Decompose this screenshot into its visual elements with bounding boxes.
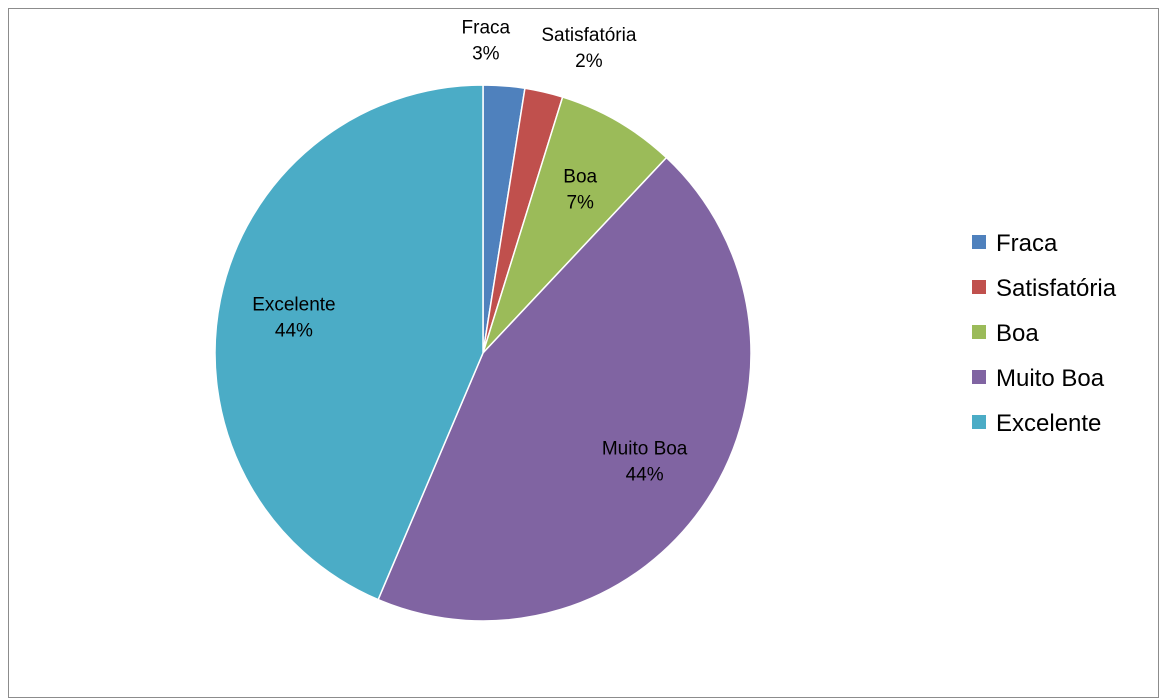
pie-slice-excelente xyxy=(214,84,484,601)
slice-label-name: Satisfatória xyxy=(541,25,636,46)
legend-label: Muito Boa xyxy=(996,365,1105,392)
slice-label-percent: 44% xyxy=(626,464,664,485)
slice-label-percent: 44% xyxy=(275,320,313,341)
legend-label: Satisfatória xyxy=(996,275,1117,302)
legend: Fraca Satisfatória Boa Muito Boa Excelente xyxy=(972,230,1117,437)
legend-swatch xyxy=(972,280,986,294)
legend-swatch xyxy=(972,415,986,429)
slice-label-percent: 7% xyxy=(566,192,594,213)
legend-label: Excelente xyxy=(996,410,1101,437)
legend-swatch xyxy=(972,370,986,384)
pie-slice-boa xyxy=(482,96,668,354)
slice-label-percent: 2% xyxy=(575,51,603,72)
legend-label: Fraca xyxy=(996,230,1058,257)
slice-label-name: Excelente xyxy=(252,294,335,315)
legend-label: Boa xyxy=(996,320,1039,347)
slice-label-percent: 3% xyxy=(472,44,500,65)
slice-label-name: Fraca xyxy=(462,18,511,39)
legend-swatch xyxy=(972,325,986,339)
slice-labels: Fraca 3% Satisfatória 2% Boa 7% Muito Boa 44% Ex… xyxy=(252,18,688,486)
legend-swatch xyxy=(972,235,986,249)
slice-label-name: Boa xyxy=(563,166,597,187)
pie-slice-muito-boa xyxy=(377,156,752,622)
pie-slices xyxy=(214,84,752,622)
slice-label-name: Muito Boa xyxy=(602,438,688,459)
